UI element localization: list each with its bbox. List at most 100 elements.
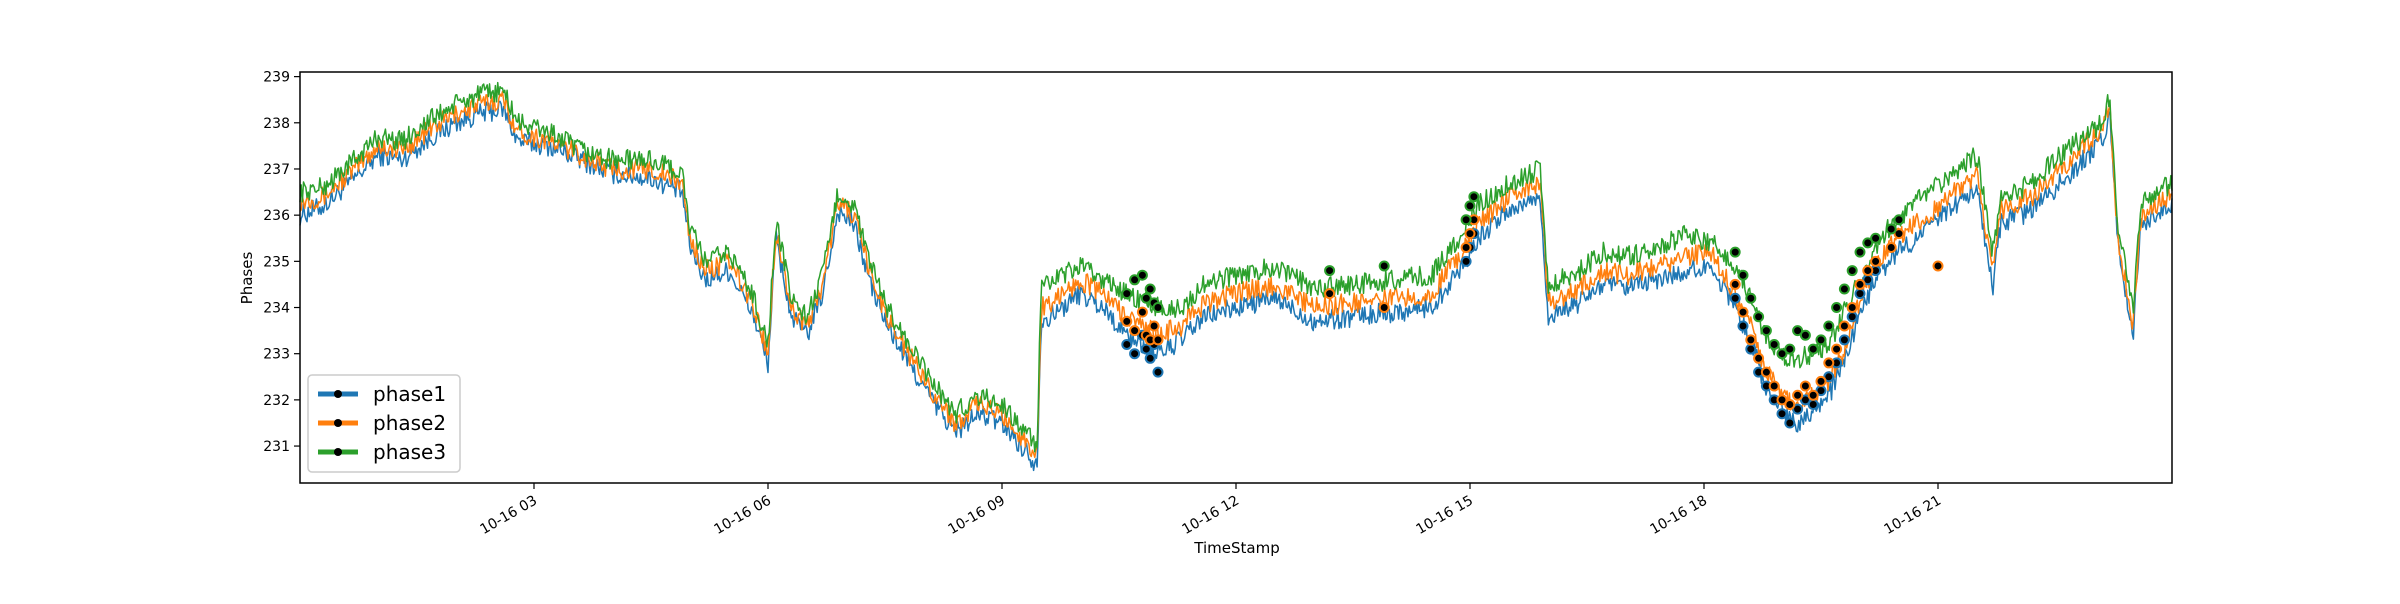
anomaly-point-phase1 [1460,255,1472,267]
anomaly-point-phase2 [1768,380,1780,392]
anomaly-point-phase1 [1838,334,1850,346]
anomaly-point-phase2 [1324,288,1336,300]
anomaly-point-phase2 [1129,325,1141,337]
anomaly-point-phase2 [1378,302,1390,314]
x-tick-label: 10-16 15 [1413,493,1476,538]
anomaly-point-phase3 [1760,325,1772,337]
anomaly-marker-layer [1121,191,1944,429]
anomaly-point-phase1 [1745,343,1757,355]
legend-marker-phase3 [334,448,342,456]
anomaly-point-phase3 [1468,191,1480,203]
x-tick-label: 10-16 18 [1647,493,1710,538]
anomaly-point-phase1 [1846,311,1858,323]
anomaly-point-phase2 [1753,352,1765,364]
y-tick-label: 232 [263,393,290,409]
anomaly-point-phase3 [1776,348,1788,360]
legend-label-phase2: phase2 [373,411,446,435]
anomaly-point-phase1 [1854,288,1866,300]
anomaly-point-phase3 [1823,320,1835,332]
series-line-phase3 [299,81,2173,453]
x-tick-label: 10-16 12 [1179,493,1242,538]
anomaly-point-phase2 [1893,228,1905,240]
y-tick-label: 239 [263,70,290,86]
anomaly-point-phase3 [1753,311,1765,323]
anomaly-point-phase3 [1854,246,1866,258]
y-tick-label: 237 [263,162,290,178]
anomaly-point-phase1 [1784,417,1796,429]
anomaly-point-phase3 [1378,260,1390,272]
anomaly-point-phase2 [1464,228,1476,240]
anomaly-point-phase1 [1144,352,1156,364]
anomaly-point-phase2 [1870,255,1882,267]
anomaly-point-phase3 [1807,343,1819,355]
anomaly-point-phase3 [1862,237,1874,249]
anomaly-point-phase2 [1807,389,1819,401]
anomaly-point-phase1 [1152,366,1164,378]
anomaly-point-phase3 [1121,288,1133,300]
anomaly-point-phase1 [1129,348,1141,360]
anomaly-point-phase2 [1838,320,1850,332]
legend-label-phase1: phase1 [373,382,446,406]
anomaly-point-phase2 [1776,394,1788,406]
legend-label-phase3: phase3 [373,440,446,464]
anomaly-point-phase2 [1862,265,1874,277]
anomaly-point-phase2 [1152,334,1164,346]
anomaly-point-phase2 [1460,241,1472,253]
anomaly-point-phase3 [1792,325,1804,337]
y-tick-label: 231 [263,439,290,455]
anomaly-point-phase2 [1729,278,1741,290]
anomaly-point-phase2 [1784,398,1796,410]
anomaly-point-phase2 [1760,366,1772,378]
y-tick-label: 235 [263,254,290,270]
anomaly-point-phase1 [1729,292,1741,304]
anomaly-point-phase2 [1745,334,1757,346]
anomaly-point-phase2 [1737,306,1749,318]
anomaly-point-phase2 [1932,260,1944,272]
anomaly-point-phase3 [1129,274,1141,286]
anomaly-point-phase1 [1792,403,1804,415]
series-line-phase1 [299,100,2173,472]
legend: phase1 phase2 phase3 [307,374,461,473]
anomaly-point-phase3 [1464,200,1476,212]
anomaly-point-phase1 [1776,408,1788,420]
anomaly-point-phase2 [1792,389,1804,401]
anomaly-point-phase3 [1831,302,1843,314]
anomaly-point-phase2 [1799,380,1811,392]
x-tick-label: 10-16 06 [711,493,774,538]
x-tick-label: 10-16 03 [477,493,540,538]
anomaly-point-phase3 [1799,329,1811,341]
anomaly-point-phase3 [1838,283,1850,295]
series-line-phase2 [299,91,2173,459]
x-axis-label: TimeStamp [1193,539,1279,557]
anomaly-point-phase2 [1823,357,1835,369]
x-tick-label: 10-16 21 [1881,493,1944,538]
anomaly-point-phase3 [1737,269,1749,281]
anomaly-point-phase3 [1768,338,1780,350]
anomaly-point-phase2 [1148,320,1160,332]
y-tick-label: 234 [263,301,290,317]
legend-items: phase1 phase2 phase3 [318,382,446,464]
y-tick-label: 233 [263,347,290,363]
anomaly-point-phase3 [1460,214,1472,226]
y-axis-label: Phases [238,252,256,305]
anomaly-point-phase2 [1885,241,1897,253]
legend-marker-phase1 [334,390,342,398]
anomaly-point-phase2 [1854,278,1866,290]
anomaly-point-phase3 [1885,223,1897,235]
anomaly-point-phase3 [1324,265,1336,277]
anomaly-point-phase3 [1729,246,1741,258]
anomaly-point-phase3 [1815,334,1827,346]
anomaly-point-phase2 [1831,343,1843,355]
anomaly-point-phase1 [1799,394,1811,406]
anomaly-point-phase1 [1737,320,1749,332]
anomaly-point-phase2 [1121,315,1133,327]
y-tick-label: 236 [263,208,290,224]
anomaly-point-phase2 [1136,306,1148,318]
anomaly-point-phase1 [1807,398,1819,410]
anomaly-point-phase3 [1152,302,1164,314]
anomaly-point-phase1 [1823,371,1835,383]
anomaly-point-phase1 [1140,343,1152,355]
anomaly-point-phase3 [1870,232,1882,244]
anomaly-point-phase3 [1136,269,1148,281]
